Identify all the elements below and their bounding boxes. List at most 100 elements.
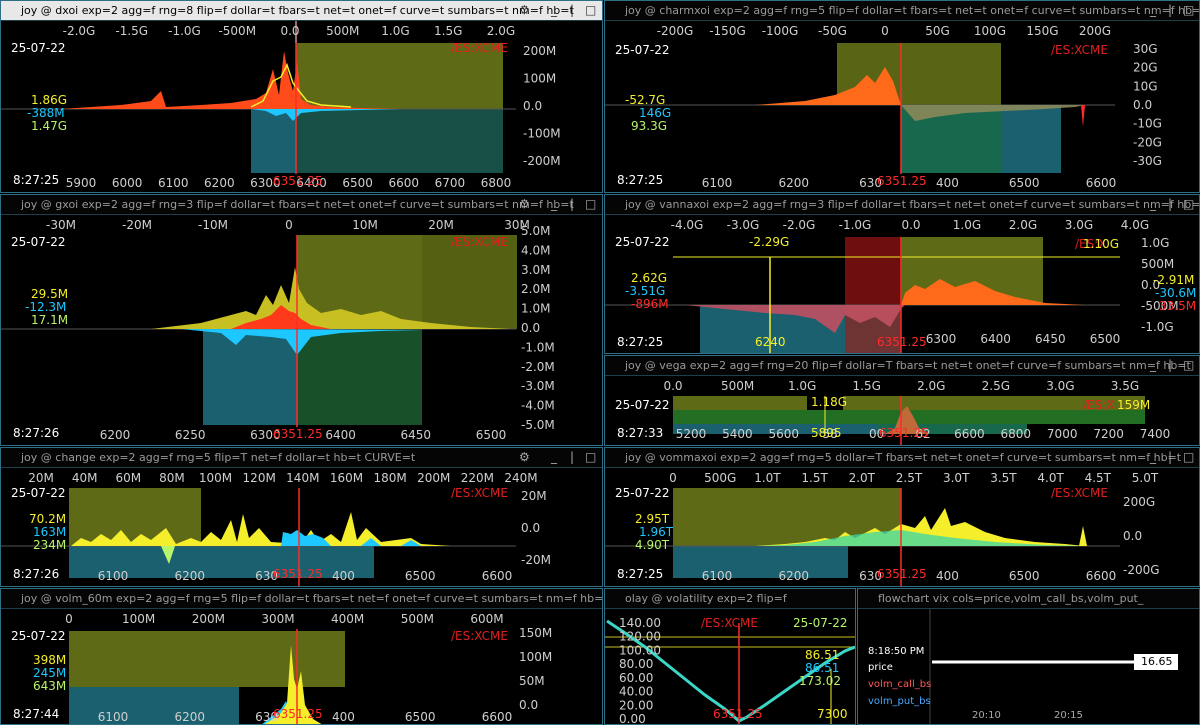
negative-oi-area [181, 329, 421, 355]
axis-tick-label: 7400 [1140, 427, 1171, 441]
panel-title[interactable]: joy @ volm_60m exp=2 agg=f rng=5 flip=f … [21, 592, 602, 605]
stat-net: 4.90T [635, 538, 670, 552]
date-label: 25-07-22 [615, 43, 670, 57]
bottom-axis: 6100 6200 630 400 6500 6600 [98, 710, 513, 724]
axis-tick-label: 6600 [389, 176, 420, 190]
maximize-icon[interactable]: □ [585, 450, 597, 464]
axis-tick-label: 80M [159, 471, 185, 485]
panel-title-bar[interactable]: olay @ volatility exp=2 flip=f [605, 589, 855, 609]
panel-title-bar[interactable]: joy @ change exp=2 agg=f rng=5 flip=T ne… [1, 448, 602, 468]
panel-title-bar[interactable]: joy @ volm_60m exp=2 agg=f rng=5 flip=f … [1, 589, 602, 609]
panel-title[interactable]: joy @ vega exp=2 agg=f rng=20 flip=f dol… [625, 359, 1191, 372]
axis-tick-label: 220M [461, 471, 494, 485]
axis-tick-label: 1.0G [788, 379, 816, 393]
axis-tick-label: 5400 [722, 427, 753, 441]
y-axis-tick-label: 5.0M [521, 224, 550, 238]
panel-title[interactable]: joy @ change exp=2 agg=f rng=5 flip=T ne… [21, 451, 416, 464]
maximize-icon[interactable]: □ [1183, 3, 1195, 17]
minimize-icon[interactable]: _ [1150, 450, 1156, 464]
axis-tick-label: 6500 [405, 569, 436, 583]
axis-tick-label: 6100 [702, 569, 733, 583]
panel-title-bar[interactable]: joy @ dxoi exp=2 agg=f rng=8 flip=f doll… [1, 1, 602, 21]
axis-tick-label: 6500 [1090, 332, 1121, 346]
marker-bottom-label: 6240 [755, 335, 786, 349]
panel-title[interactable]: flowchart vix cols=price,volm_call_bs,vo… [878, 592, 1144, 605]
settings-gear-icon[interactable]: ⚙ [519, 450, 530, 464]
axis-tick-label: -150G [709, 24, 746, 38]
panel-title-bar[interactable]: joy @ gxoi exp=2 agg=f rng=3 flip=f doll… [1, 195, 602, 215]
call-wall-zone-right [422, 235, 517, 329]
y-axis-tick-label: 0.0 [1123, 529, 1142, 543]
settings-gear-icon[interactable]: ⚙ [519, 3, 530, 17]
panel-title[interactable]: joy @ vommaxoi exp=2 agg=f rng=5 dollar=… [625, 451, 1182, 464]
date-label: 25-07-22 [11, 629, 66, 643]
volatility-chart: 140.00120.00100.0080.0060.0040.0020.000.… [605, 616, 855, 724]
maximize-icon[interactable]: □ [1183, 197, 1195, 211]
vommaxoi-chart: 0 500G 1.0T 1.5T 2.0T 2.5T 3.0T 3.5T 4.0T 4.5T 5.0… [605, 471, 1160, 586]
settings-gear-icon[interactable]: ⚙ [519, 197, 530, 211]
panel-charmxoi[interactable]: joy @ charmxoi exp=2 agg=f rng=5 flip=f … [604, 0, 1200, 193]
panel-vega[interactable]: joy @ vega exp=2 agg=f rng=20 flip=f dol… [604, 355, 1200, 446]
panel-title-bar[interactable]: joy @ vannaxoi exp=2 agg=f rng=3 flip=f … [605, 195, 1199, 215]
maximize-icon[interactable]: □ [585, 3, 597, 17]
minimize-icon[interactable]: _ [551, 3, 557, 17]
panel-title[interactable]: joy @ vannaxoi exp=2 agg=f rng=3 flip=f … [625, 198, 1199, 211]
stat-call: 2.95T [635, 512, 670, 526]
y-axis-tick-label: 4.0M [521, 243, 550, 257]
change-chart: 20M 40M 60M 80M 100M 120M 140M 160M 180M 200M 220M… [1, 471, 551, 586]
maximize-icon[interactable]: □ [1183, 450, 1195, 464]
panel-volm[interactable]: joy @ volm_60m exp=2 agg=f rng=5 flip=f … [0, 588, 603, 725]
minimize-icon[interactable]: _ [551, 197, 557, 211]
panel-vommaxoi[interactable]: joy @ vommaxoi exp=2 agg=f rng=5 dollar=… [604, 447, 1200, 587]
axis-tick-label: 200G [1079, 24, 1111, 38]
minimize-icon[interactable]: _ [1150, 197, 1156, 211]
maximize-icon[interactable]: □ [585, 197, 597, 211]
panel-vannaxoi[interactable]: joy @ vannaxoi exp=2 agg=f rng=3 flip=f … [604, 194, 1200, 354]
minimize-icon[interactable]: _ [1150, 3, 1156, 17]
top-axis: -4.0G -3.0G -2.0G -1.0G 0.0 1.0G 2.0G 3.0G 4.0G [671, 218, 1150, 232]
panel-gxoi[interactable]: joy @ gxoi exp=2 agg=f rng=3 flip=f doll… [0, 194, 603, 446]
panel-title-bar[interactable]: joy @ vega exp=2 agg=f rng=20 flip=f dol… [605, 356, 1199, 376]
axis-tick-label: 20M [28, 471, 54, 485]
panel-title-bar[interactable]: joy @ vommaxoi exp=2 agg=f rng=5 dollar=… [605, 448, 1199, 468]
axis-tick-label: 3.5G [1111, 379, 1139, 393]
right-axis: 20M 0.0 -20M [521, 489, 551, 567]
marker-bottom-label: 7300 [817, 707, 848, 721]
panel-title-bar[interactable]: flowchart vix cols=price,volm_call_bs,vo… [858, 589, 1199, 609]
axis-tick-label: 0.0 [663, 379, 682, 393]
stat-net: 1.47G [31, 119, 68, 133]
axis-tick-label: 4.0G [1121, 218, 1149, 232]
y-axis-tick-label: -20M [521, 553, 551, 567]
panel-flowchart[interactable]: flowchart vix cols=price,volm_call_bs,vo… [857, 588, 1200, 725]
maximize-icon[interactable]: □ [1183, 358, 1195, 372]
minimize-icon[interactable]: _ [1150, 358, 1156, 372]
put-wall-zone-left [203, 329, 297, 425]
top-axis: 0.0 500M 1.0G 1.5G 2.0G 2.5G 3.0G 3.5G [663, 379, 1139, 393]
panel-volatility[interactable]: olay @ volatility exp=2 flip=f 140.00 120… [604, 588, 856, 725]
axis-tick-label: 6300 [926, 332, 957, 346]
minimize-icon[interactable]: _ [551, 450, 557, 464]
panel-title[interactable]: joy @ gxoi exp=2 agg=f rng=3 flip=f doll… [21, 198, 574, 211]
panel-title[interactable]: joy @ charmxoi exp=2 agg=f rng=5 flip=f … [625, 4, 1199, 17]
panel-dxoi[interactable]: joy @ dxoi exp=2 agg=f rng=8 flip=f doll… [0, 0, 603, 193]
panel-title[interactable]: olay @ volatility exp=2 flip=f [625, 592, 787, 605]
left-axis: 140.00120.00100.0080.0060.0040.0020.000.… [619, 616, 661, 724]
axis-tick-label: 6600 [482, 710, 513, 724]
y-axis-tick-label: 20G [1133, 61, 1158, 75]
date-label: 25-07-22 [11, 486, 66, 500]
y-axis-tick-label: 500M [1141, 257, 1174, 271]
flowchart-chart [929, 609, 1178, 724]
panel-title-bar[interactable]: joy @ charmxoi exp=2 agg=f rng=5 flip=f … [605, 1, 1199, 21]
panel-title[interactable]: joy @ dxoi exp=2 agg=f rng=8 flip=f doll… [21, 4, 574, 17]
call-wall-zone [69, 488, 201, 546]
axis-tick-label: 60M [115, 471, 141, 485]
put-wall-zone [673, 546, 848, 578]
divider-icon: | [570, 3, 575, 17]
axis-tick-label: 6500 [405, 710, 436, 724]
axis-tick-label: -100G [762, 24, 799, 38]
axis-tick-label: 0 [65, 612, 73, 626]
vega-chart: 0.0 500M 1.0G 1.5G 2.0G 2.5G 3.0G 3.5G 5200 5400… [663, 379, 1171, 445]
time-label: 8:27:25 [617, 335, 664, 349]
panel-change[interactable]: joy @ change exp=2 agg=f rng=5 flip=T ne… [0, 447, 603, 587]
negative-oi-area [901, 105, 1085, 121]
